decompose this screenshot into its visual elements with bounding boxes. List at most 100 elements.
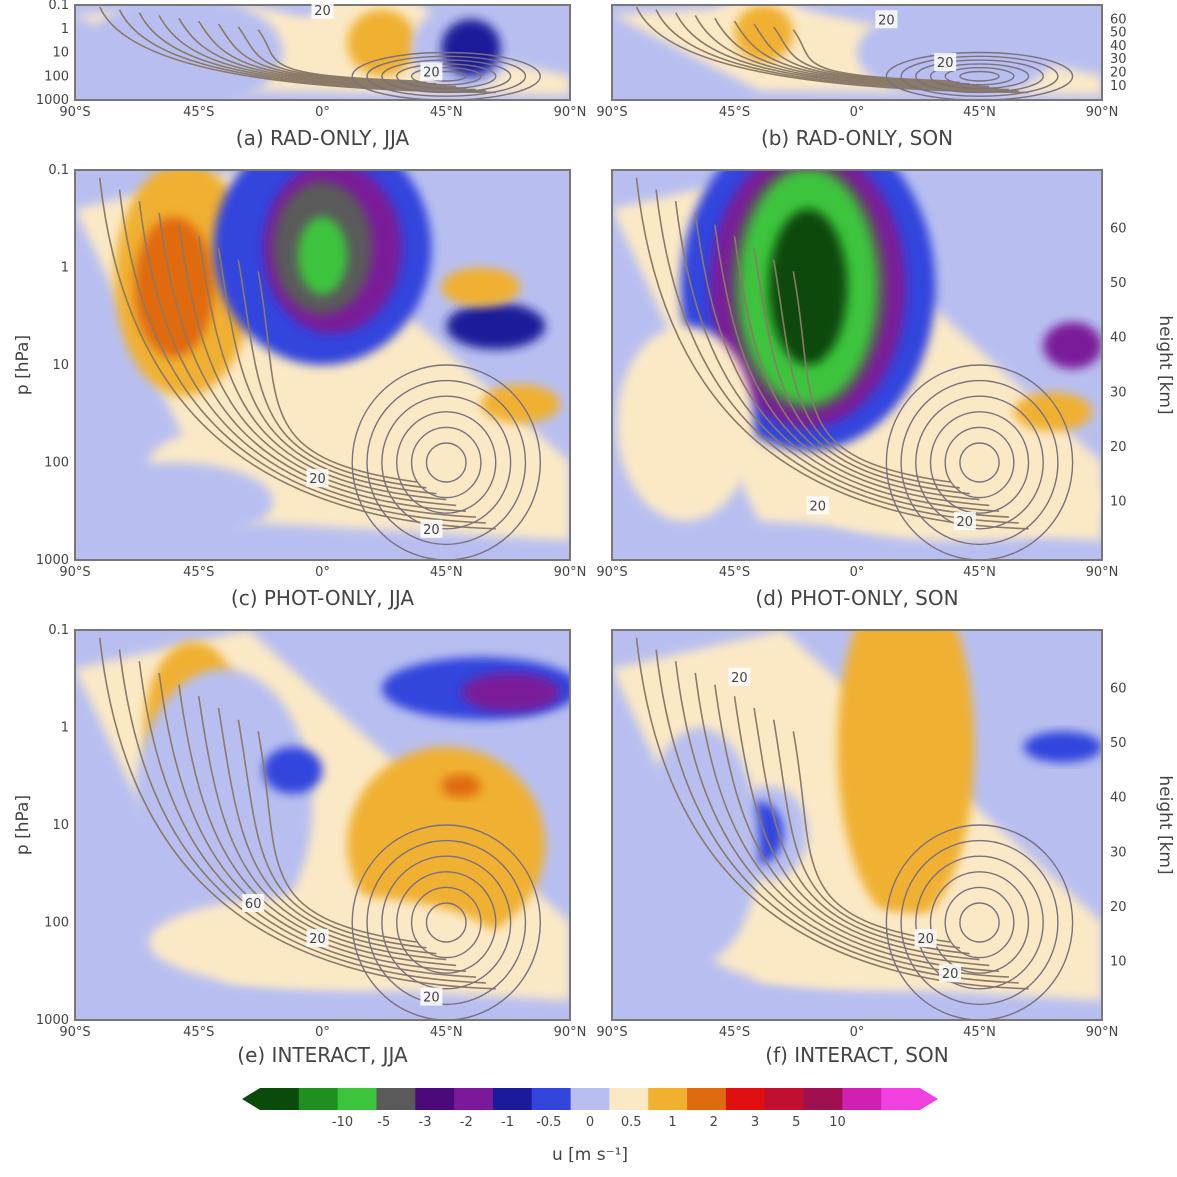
contour-line <box>929 411 1030 514</box>
panel-frame <box>611 629 1103 1021</box>
contour-line <box>694 212 1000 513</box>
contour-label-bg <box>242 894 265 912</box>
colorbar-swatch <box>570 1088 610 1110</box>
y-tick-label: 10 <box>52 818 69 833</box>
contour-line <box>396 871 497 974</box>
contour-label-bg <box>728 667 751 686</box>
contour-label: 20 <box>810 499 827 514</box>
shade-blob <box>441 19 501 77</box>
contour-line <box>792 271 951 483</box>
colorbar-swatch <box>764 1088 805 1110</box>
contour-label: 20 <box>423 991 440 1006</box>
y-right-tick-label: 60 <box>1110 12 1127 27</box>
x-tick-label: 0° <box>315 105 330 120</box>
contour-line <box>674 12 1009 91</box>
contour-line <box>410 66 482 86</box>
shade-blob <box>446 302 546 350</box>
panel-b-field <box>612 5 1102 100</box>
contour-line <box>98 637 496 990</box>
colorbar-swatch <box>337 1088 377 1110</box>
contour-line <box>197 696 447 961</box>
contour-line <box>694 672 1000 973</box>
contour-line <box>396 63 497 90</box>
contour-line <box>217 23 437 85</box>
contour-line <box>425 442 467 483</box>
x-tick-label: 45°S <box>183 105 214 120</box>
contour-line <box>792 731 951 943</box>
contour-line <box>158 672 467 973</box>
x-tick-label: 45°N <box>430 565 463 580</box>
contour-line <box>900 379 1059 546</box>
panel-frame <box>611 4 1103 101</box>
x-tick-label: 90°N <box>554 1025 587 1040</box>
contour-label-bg <box>934 53 957 71</box>
contour-line <box>885 824 1074 1020</box>
contour-line <box>885 364 1074 560</box>
panel-e: 60 20 20 90°S 45°S 0° 45°N 90°N (e) INTERACT, JJ… <box>13 623 586 1067</box>
x-tick-label: 45°N <box>963 105 996 120</box>
contour-line <box>733 696 980 961</box>
panel-frame <box>74 169 571 561</box>
panel-a: 20 20 90°S 45°S 0° 45°N 90°N (a) RAD-ONLY, JJA 0… <box>36 0 586 150</box>
panel-e-field <box>75 630 570 1020</box>
colorbar-swatch <box>725 1088 766 1110</box>
contour-line <box>959 70 1000 82</box>
colorbar-high-triangle <box>920 1088 938 1110</box>
y-right-tick-label: 20 <box>1110 65 1127 80</box>
panel-caption: (f) INTERACT, SON <box>765 1043 948 1067</box>
y-right-tick-label: 50 <box>1110 276 1127 291</box>
contour-line <box>944 66 1015 86</box>
shade-blob <box>441 267 521 307</box>
contour-line <box>915 395 1044 530</box>
contour-line <box>237 719 427 949</box>
contour-line <box>635 6 1029 94</box>
contour-line <box>351 51 541 100</box>
colorbar-swatch <box>881 1088 921 1110</box>
x-tick-label: 45°N <box>430 105 463 120</box>
shade-blob <box>84 5 283 100</box>
panel-a-field <box>75 5 570 100</box>
shade-blob <box>768 209 848 365</box>
x-tick-label: 90°N <box>554 105 587 120</box>
panel-f-field <box>612 630 1102 1020</box>
shade-blob <box>347 9 417 77</box>
contour-line <box>915 855 1044 990</box>
contour-line <box>178 17 457 88</box>
contour-label-bg <box>806 496 829 515</box>
panel-caption: (a) RAD-ONLY, JJA <box>236 126 410 150</box>
shade-blob <box>75 462 273 541</box>
contour-label: 20 <box>423 66 440 81</box>
y-tick-label: 1 <box>61 22 69 37</box>
y-right-tick-label: 60 <box>1110 222 1127 237</box>
y-right-tick-label: 10 <box>1110 495 1127 510</box>
y-tick-label: 100 <box>44 916 69 931</box>
y-tick-label: 10 <box>52 358 69 373</box>
contour-line <box>396 411 497 514</box>
colorbar-tick-label: 10 <box>829 1115 846 1130</box>
contour-label: 20 <box>423 523 440 538</box>
shade-blob <box>480 384 561 424</box>
contour-line <box>158 15 467 89</box>
shade-blob <box>347 747 546 942</box>
shade-blob <box>734 5 794 62</box>
contour-label-bg <box>953 512 976 530</box>
contour-line <box>237 259 427 489</box>
contour-line <box>944 426 1015 499</box>
colorbar-swatch <box>415 1088 455 1110</box>
y-right-tick-label: 50 <box>1110 26 1127 41</box>
panel-d: 20 20 90°S 45°S 0° 45°N 90°N (d) PHOT-ONLY, SON… <box>596 169 1175 610</box>
y-right-tick-label: 10 <box>1110 955 1127 970</box>
colorbar-tick-label: 1 <box>668 1115 676 1130</box>
contour-label: 20 <box>314 4 331 19</box>
contour-line <box>138 201 476 518</box>
contour-line <box>900 55 1059 97</box>
contour-line <box>410 886 482 959</box>
contour-line <box>351 364 541 560</box>
contour-line <box>257 731 417 943</box>
y-right-tick-label: 10 <box>1110 79 1127 94</box>
colorbar-swatch <box>454 1088 494 1110</box>
contour-line <box>351 824 541 1020</box>
y-right-tick-label: 40 <box>1110 39 1127 54</box>
contour-line <box>635 637 1029 990</box>
contour-line <box>366 55 527 97</box>
